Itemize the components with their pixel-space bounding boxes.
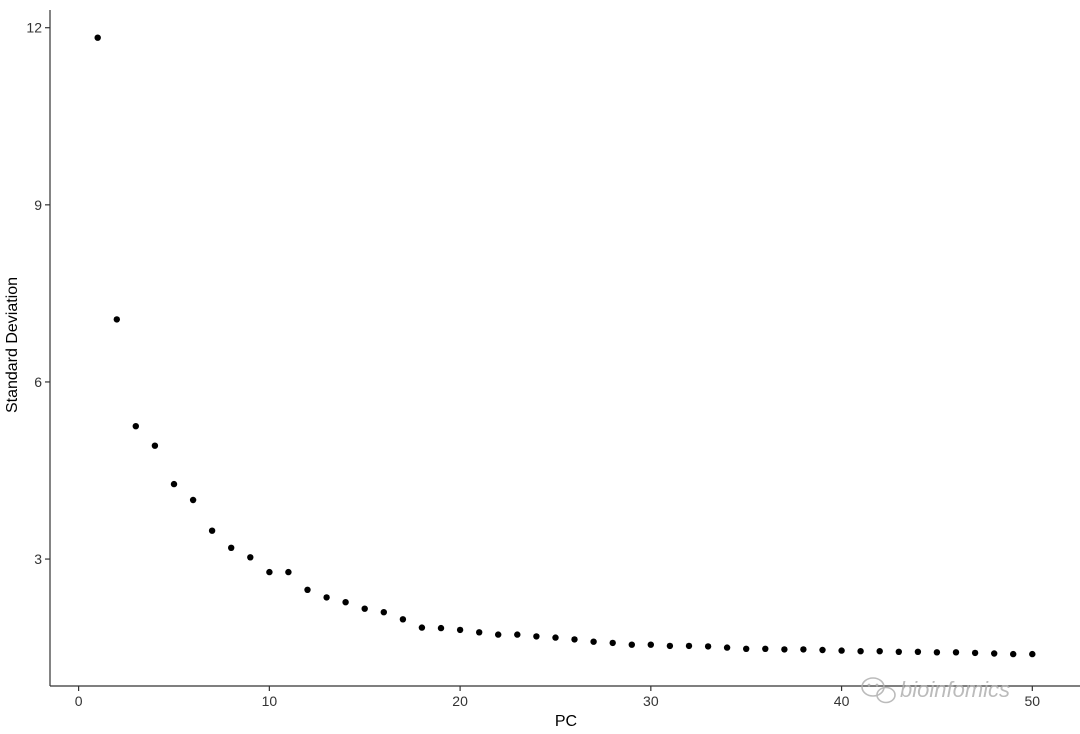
data-point (647, 641, 654, 648)
data-point (533, 633, 540, 640)
x-axis-title: PC (555, 713, 577, 730)
data-point (437, 624, 445, 632)
data-point (247, 554, 254, 561)
data-point (342, 599, 349, 606)
data-point (781, 646, 788, 653)
data-point (914, 648, 922, 655)
watermark-text: bioinfomics (900, 677, 1010, 702)
data-point (189, 496, 197, 504)
y-tick-label: 6 (34, 374, 42, 390)
x-tick-label: 10 (262, 693, 278, 709)
x-tick-label: 30 (643, 693, 659, 709)
data-point (590, 638, 597, 645)
y-axis-title: Standard Deviation (4, 277, 21, 413)
data-point (552, 634, 559, 641)
data-point (495, 631, 502, 638)
data-point (113, 316, 121, 323)
x-tick-label: 20 (452, 693, 468, 709)
y-axis-ticks: 3 6 9 12 (26, 20, 50, 567)
data-point (933, 649, 941, 656)
data-point (170, 480, 178, 488)
data-point (991, 650, 998, 657)
data-point (380, 609, 387, 616)
data-point (1029, 650, 1036, 658)
data-point (266, 568, 273, 576)
wechat-icon (861, 677, 896, 704)
data-point (685, 642, 693, 650)
data-point (285, 568, 292, 576)
data-point (895, 648, 902, 655)
data-point (476, 629, 483, 636)
data-point (857, 648, 864, 655)
data-point (399, 616, 407, 623)
data-point (514, 631, 521, 638)
data-point (94, 34, 101, 41)
data-point (151, 442, 159, 449)
data-point (666, 642, 674, 650)
data-point (743, 645, 750, 652)
data-point (1010, 650, 1017, 658)
data-point (762, 645, 769, 652)
data-point (609, 639, 616, 647)
data-point (208, 527, 216, 534)
data-point (971, 649, 979, 657)
data-point (456, 626, 464, 634)
data-point (628, 641, 635, 648)
data-point (952, 649, 960, 656)
data-point (819, 646, 826, 654)
x-tick-label: 0 (75, 693, 83, 709)
data-point (418, 624, 426, 631)
data-point (304, 586, 311, 593)
y-tick-label: 9 (34, 197, 42, 213)
y-tick-label: 3 (34, 551, 42, 567)
y-tick-label: 12 (26, 20, 42, 36)
data-point (704, 643, 712, 650)
data-point (723, 644, 731, 651)
data-point (571, 636, 578, 643)
data-point (132, 423, 139, 430)
data-point (876, 648, 883, 655)
x-tick-label: 50 (1025, 693, 1041, 709)
x-tick-label: 40 (834, 693, 850, 709)
x-axis-ticks: 0 10 20 30 40 50 (75, 686, 1041, 709)
data-points (94, 34, 1036, 658)
data-point (323, 594, 330, 601)
data-point (228, 544, 235, 551)
watermark: bioinfomics (861, 677, 1010, 704)
data-point (800, 646, 807, 653)
data-point (361, 605, 368, 612)
data-point (838, 647, 845, 654)
